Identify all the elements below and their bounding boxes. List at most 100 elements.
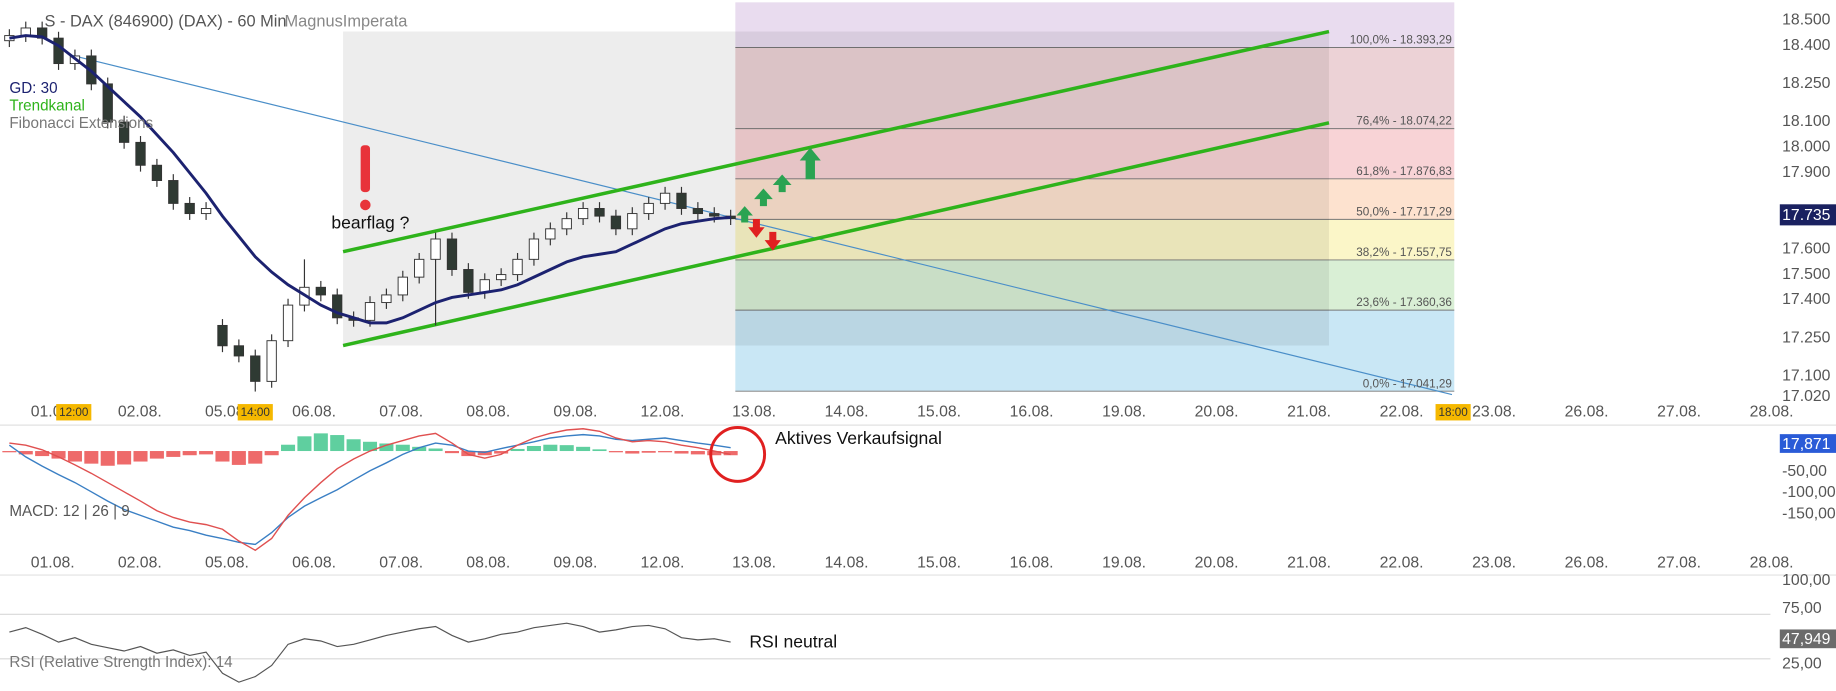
x-tick-label: 06.08. [292,403,336,420]
fib-zone [735,310,1455,392]
histogram-bar [182,451,197,456]
histogram-bar [395,444,410,452]
y-tick-label: 100,00 [1782,572,1831,589]
x-tick-label: 16.08. [1010,555,1054,572]
current-value-tag [1779,204,1836,226]
x-tick-label: 27.08. [1657,555,1701,572]
time-marker-label: 18:00 [1438,406,1468,419]
time-marker-label: 12:00 [59,406,89,419]
histogram-bar [477,451,492,456]
histogram-bar [559,445,574,452]
macd-line [8,433,731,546]
histogram-bar [346,439,361,452]
marks-layer [2,21,1453,683]
fib-zone [735,259,1455,311]
histogram-bar [412,446,427,452]
candle-body [168,180,179,204]
y-tick-label: 18.250 [1782,75,1831,92]
signal-line [9,428,731,552]
histogram-bar [576,446,591,452]
x-tick-label: 14.08. [825,555,869,572]
candle-body [512,258,523,276]
histogram-bar [494,451,509,454]
x-tick-label: 19.08. [1102,403,1146,420]
y-tick-label: 17.500 [1782,266,1831,283]
candle-body [397,276,408,296]
x-tick-label: 09.08. [553,555,597,572]
x-tick-label: 20.08. [1195,403,1239,420]
x-tick-label: 26.08. [1565,403,1609,420]
x-tick-label: 08.08. [466,403,510,420]
time-marker [1435,404,1471,421]
y-tick-label: 17.020 [1782,388,1831,405]
channel-line [342,29,1330,254]
x-tick-label: 22.08. [1380,555,1424,572]
candle-body [627,213,638,230]
candle-body [102,83,113,123]
histogram-bar [117,451,132,465]
histogram-bar [658,451,673,453]
x-tick-label: 23.08. [1472,403,1516,420]
histogram-bar [297,436,312,452]
y-tick-label: -50,00 [1782,463,1827,480]
candle-body [200,208,212,215]
candle-body [463,269,474,293]
candle-body [364,302,376,321]
candle-body [676,192,687,209]
histogram-bar [313,433,328,452]
candle-body [118,121,130,143]
time-marker-label: 14:00 [241,406,271,419]
candle-body [266,340,277,382]
fib-zone [735,47,1455,129]
x-tick-label: 12.08. [641,555,685,572]
channel-area [343,31,1329,346]
candle-body [315,286,326,296]
histogram-bar [100,451,115,466]
x-tick-label: 13.08. [732,555,776,572]
histogram-bar [248,451,263,464]
x-tick-label: 26.08. [1565,555,1609,572]
fib-level-label: 0,0% - 17.041,29 [1363,377,1452,390]
y-tick-label: 17.900 [1782,164,1831,181]
y-tick-label: 18.100 [1782,113,1831,130]
histogram-bar [707,451,722,456]
down-arrows [748,219,782,251]
histogram-bar [510,448,525,452]
histogram-bar [215,451,230,462]
x-tick-label: 22.08. [1380,403,1424,420]
rsi-line [9,622,731,683]
x-tick-label: 01.08. [31,555,75,572]
exclamation-icon [360,145,371,193]
y-tick-label: 17.400 [1782,291,1831,308]
x-tick-label: 28.08. [1750,555,1794,572]
histogram-bar [444,451,459,454]
candle-body [659,192,671,204]
histogram-bar [264,451,279,456]
histogram-bar [231,451,246,465]
exclamation-dot [360,199,371,211]
time-marker [56,404,92,421]
x-tick-label: 28.08. [1750,403,1794,420]
fib-level-label: 100,0% - 18.393,29 [1350,34,1452,47]
candle-body [528,238,540,260]
author: MagnusImperata [285,13,409,31]
y-tick-label: 17.100 [1782,367,1831,384]
chart-title: S - DAX (846900) (DAX) - 60 Min [44,13,286,31]
candle-body [151,164,163,181]
y-tick-label: 18.400 [1782,37,1831,54]
x-tick-label: 21.08. [1287,555,1331,572]
candle-body [545,228,556,240]
histogram-bar [281,444,296,452]
legend-fibonacci: Fibonacci Extensions [9,115,153,132]
time-marker [237,404,273,421]
candle-body [381,294,392,304]
histogram-bar [2,451,17,453]
x-tick-label: 09.08. [553,403,597,420]
x-tick-label: 13.08. [732,403,776,420]
x-tick-label: 08.08. [466,555,510,572]
y-tick-label: 25,00 [1782,656,1822,673]
y-tick-label: 17.600 [1782,240,1831,257]
candle-body [217,324,228,347]
histogram-bar [330,435,345,452]
